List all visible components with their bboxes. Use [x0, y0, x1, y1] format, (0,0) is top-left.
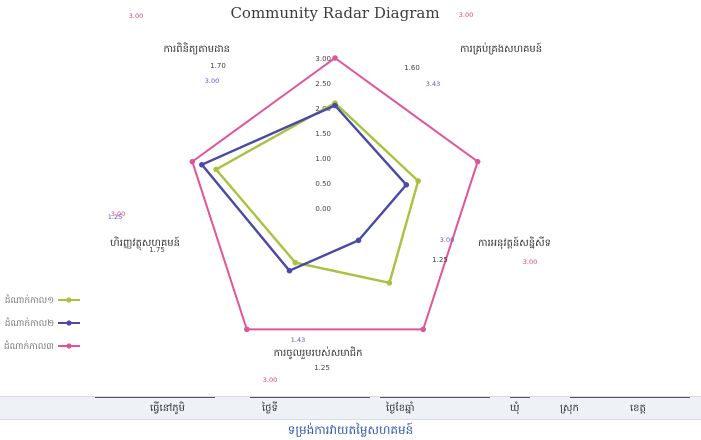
value-label-series2: 1.25 — [108, 213, 122, 221]
legend-label: ដំណាក់កាល១ — [5, 294, 54, 306]
data-point — [213, 166, 219, 173]
legend-marker — [66, 297, 72, 303]
value-label-series2: 3.00 — [205, 77, 219, 85]
radar-chart: Community Radar Diagram 0.00 0.50 1.00 1.50… — [4, 4, 551, 384]
signature-bar — [0, 396, 701, 420]
data-point — [355, 237, 362, 244]
axis-score: 1.60 — [404, 64, 420, 72]
radar-series — [189, 55, 481, 333]
data-point — [415, 178, 422, 184]
value-label-series3: 3.00 — [459, 11, 473, 19]
data-point — [386, 280, 393, 286]
signature-line — [250, 397, 370, 398]
axis-score: 1.25 — [314, 364, 330, 372]
data-point — [286, 267, 293, 274]
signature-line — [380, 397, 490, 398]
radar-grid: 0.000.501.001.502.002.503.00 — [315, 55, 331, 213]
signature-label: ថ្ងៃខែឆ្នាំ — [386, 403, 415, 414]
axis-label: ការអនុវត្តន៍សន្និសីទ — [478, 236, 551, 250]
series-line-3 — [191, 56, 479, 331]
tick-label: 3.00 — [315, 55, 331, 63]
data-point — [244, 326, 250, 333]
tick-label: 2.50 — [315, 80, 331, 88]
series-line-1 — [214, 101, 420, 285]
value-label-series3: 3.00 — [263, 376, 277, 384]
axis-score: 1.25 — [432, 256, 448, 264]
value-label-series3: 3.00 — [129, 12, 143, 20]
signature-label: ថ្ងៃទី — [262, 403, 278, 414]
series-line-2 — [199, 104, 408, 273]
value-label-series2: 3.00 — [440, 236, 454, 244]
tick-label: 1.00 — [315, 155, 331, 163]
tick-label: 1.50 — [315, 130, 331, 138]
axis-label: ការចូលរួមរបស់សមាជិក — [274, 346, 363, 360]
axis-score: 1.70 — [210, 62, 226, 70]
data-point — [199, 161, 205, 168]
axis-label: ការពិនិត្យតាមដាន — [164, 42, 230, 55]
signature-label: ស្រុក — [560, 403, 579, 414]
legend-marker — [66, 343, 72, 349]
chart-title: Community Radar Diagram — [230, 4, 439, 22]
value-label-series2: 3.43 — [426, 80, 440, 88]
signature-line — [95, 397, 215, 398]
value-label-series3: 3.00 — [111, 210, 125, 218]
data-point — [292, 259, 299, 266]
value-label-series3: 3.00 — [523, 258, 537, 266]
tick-label: 0.00 — [315, 205, 331, 213]
data-point — [189, 158, 196, 165]
data-point — [403, 182, 410, 188]
signature-footer: ធ្វើនៅភូមិ ថ្ងៃទី ថ្ងៃខែឆ្នាំ ឃុំ ស្រុក ខេត្ត… — [0, 388, 701, 440]
legend-label: ដំណាក់កាល២ — [5, 317, 54, 329]
chart-legend: ដំណាក់កាល១ដំណាក់កាល២ដំណាក់កាល៣ — [4, 294, 80, 352]
radar-labels: ការគ្រប់គ្រងសហគមន៍ 1.60 ការអនុវត្តន៍សន្និស… — [108, 11, 551, 384]
legend-marker — [66, 320, 72, 326]
axis-score: 1.75 — [149, 246, 165, 254]
signature-label: ឃុំ — [510, 403, 520, 414]
signature-label: ធ្វើនៅភូមិ — [150, 403, 185, 414]
tick-label: 0.50 — [315, 180, 331, 188]
signature-line — [510, 397, 530, 398]
data-point — [332, 102, 338, 109]
data-point — [474, 158, 481, 165]
legend-label: ដំណាក់កាល៣ — [4, 340, 54, 352]
axis-label: ការគ្រប់គ្រងសហគមន៍ — [460, 42, 542, 55]
data-point — [420, 326, 426, 333]
data-point — [332, 55, 338, 61]
value-label-series2: 1.43 — [291, 336, 305, 344]
signature-label: ខេត្ត — [630, 403, 646, 414]
axis-label: ហិរញ្ញវត្ថុសហគមន៍ — [110, 236, 180, 251]
footer-caption: ទម្រង់ការវាយតម្លៃសហគមន៍ — [287, 423, 414, 437]
signature-line — [570, 397, 690, 398]
